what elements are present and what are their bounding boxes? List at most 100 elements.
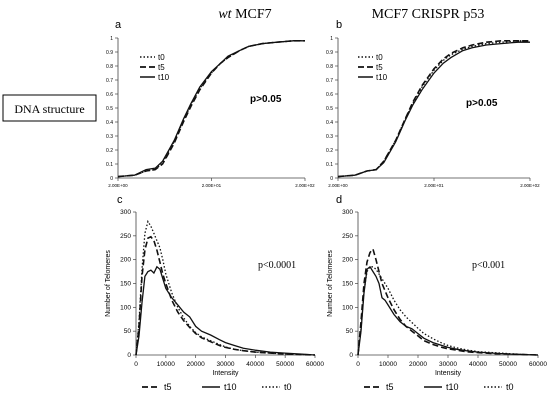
y-tick-label: 0 bbox=[127, 352, 131, 359]
series-line-t5 bbox=[135, 235, 316, 356]
y-tick-label: 50 bbox=[124, 328, 132, 335]
series-line-t0 bbox=[357, 266, 539, 356]
legend-label-t0: t0 bbox=[158, 53, 165, 62]
y-tick-label: 0.2 bbox=[106, 148, 113, 154]
y-tick-label: 150 bbox=[120, 281, 131, 288]
y-tick-label: 0 bbox=[110, 176, 113, 182]
y-axis-label: Number of Telomeres bbox=[327, 250, 334, 317]
x-tick-label: 50000 bbox=[276, 361, 294, 368]
y-tick-label: 300 bbox=[342, 209, 353, 216]
legend-label-t10: t10 bbox=[158, 73, 170, 82]
left-title-rest: MCF7 bbox=[232, 7, 272, 22]
series-line-t10 bbox=[135, 265, 316, 356]
series-line-t5 bbox=[117, 40, 305, 178]
series-line-t10 bbox=[117, 40, 305, 178]
y-tick-label: 0.3 bbox=[326, 134, 333, 140]
y-tick-label: 200 bbox=[120, 257, 131, 264]
y-tick-label: 0.9 bbox=[106, 50, 113, 56]
y-tick-label: 0.8 bbox=[326, 64, 333, 70]
legend-label-t0: t0 bbox=[376, 53, 383, 62]
y-tick-label: 0.7 bbox=[106, 78, 113, 84]
p-value-label: p>0.05 bbox=[466, 98, 498, 109]
x-tick-label: 30000 bbox=[439, 361, 457, 368]
x-axis-label: Intensity bbox=[212, 370, 239, 377]
panel-letter: c bbox=[117, 194, 123, 206]
y-tick-label: 0.3 bbox=[106, 134, 113, 140]
row-label-box bbox=[2, 94, 97, 122]
legend-label-t10: t10 bbox=[376, 73, 388, 82]
x-tick-label: 10000 bbox=[379, 361, 397, 368]
x-tick-label: 30000 bbox=[216, 361, 234, 368]
x-tick-label: 2.00E+02 bbox=[295, 183, 315, 188]
left-title-prefix: wt bbox=[218, 7, 232, 22]
series-line-t0 bbox=[135, 219, 316, 356]
y-tick-label: 100 bbox=[342, 304, 353, 311]
y-tick-label: 0.5 bbox=[106, 106, 113, 112]
y-tick-label: 0.5 bbox=[326, 106, 333, 112]
x-tick-label: 20000 bbox=[409, 361, 427, 368]
y-tick-label: 0.1 bbox=[106, 162, 113, 168]
y-tick-label: 50 bbox=[346, 328, 354, 335]
y-tick-label: 1 bbox=[330, 36, 333, 42]
legend-label-t5: t5 bbox=[164, 382, 172, 392]
y-tick-label: 150 bbox=[342, 281, 353, 288]
x-tick-label: 40000 bbox=[469, 361, 487, 368]
y-tick-label: 300 bbox=[120, 209, 131, 216]
series-line-t5 bbox=[337, 40, 530, 178]
panel-c: c 0 50 100 150 200 250 300 0 10000 20000 30000 40000… bbox=[105, 194, 324, 392]
x-tick-label: 40000 bbox=[246, 361, 264, 368]
x-tick-label: 20000 bbox=[187, 361, 205, 368]
x-tick-label: 0 bbox=[134, 361, 138, 368]
x-tick-label: 60000 bbox=[306, 361, 324, 368]
y-axis-label: Number of Telomeres bbox=[105, 250, 112, 317]
panel-letter: b bbox=[336, 19, 342, 31]
y-tick-label: 0 bbox=[330, 176, 333, 182]
legend-label-t0: t0 bbox=[284, 382, 292, 392]
x-tick-label: 2.00E+01 bbox=[202, 183, 222, 188]
x-tick-label: 10000 bbox=[157, 361, 175, 368]
y-tick-label: 250 bbox=[342, 233, 353, 240]
panel-letter: d bbox=[336, 194, 342, 206]
y-tick-label: 250 bbox=[120, 233, 131, 240]
p-value-label: p>0.05 bbox=[250, 94, 282, 105]
y-tick-label: 0.4 bbox=[326, 120, 333, 126]
legend-label-t10: t10 bbox=[224, 382, 237, 392]
legend-label-t5: t5 bbox=[386, 382, 394, 392]
right-column-title: MCF7 CRISPR p53 bbox=[372, 7, 485, 22]
x-axis-label: Intensity bbox=[435, 370, 462, 377]
panel-letter: a bbox=[115, 19, 122, 31]
y-tick-label: 0.1 bbox=[326, 162, 333, 168]
y-tick-label: 0.4 bbox=[106, 120, 113, 126]
y-tick-label: 0.7 bbox=[326, 78, 333, 84]
row-label: DNA structure bbox=[14, 102, 84, 116]
y-tick-label: 0.9 bbox=[326, 50, 333, 56]
series-line-t0 bbox=[117, 40, 305, 178]
y-tick-label: 0.8 bbox=[106, 64, 113, 70]
y-tick-label: 200 bbox=[342, 257, 353, 264]
left-column-title: wt MCF7 bbox=[218, 7, 271, 22]
y-tick-label: 0.6 bbox=[326, 92, 333, 98]
y-tick-label: 0 bbox=[349, 352, 353, 359]
panel-d: d 0 50 100 150 200 250 300 0 10000 20000 30000 40000… bbox=[327, 194, 547, 392]
series-line-t10 bbox=[337, 41, 530, 178]
x-tick-label: 2.00E+00 bbox=[328, 183, 348, 188]
x-tick-label: 2.00E+02 bbox=[520, 183, 540, 188]
panel-b: b 0 0.1 0.2 0.3 0.4 0.5 0.6 0.7 0.8 0.9 1 2.00E+00 2.… bbox=[326, 19, 540, 188]
y-tick-label: 0.2 bbox=[326, 148, 333, 154]
p-value-label: p<0.001 bbox=[472, 260, 505, 271]
legend-label-t5: t5 bbox=[158, 63, 165, 72]
legend-label-t5: t5 bbox=[376, 63, 383, 72]
legend-label-t10: t10 bbox=[446, 382, 459, 392]
x-tick-label: 2.00E+00 bbox=[108, 183, 128, 188]
p-value-label: p<0.0001 bbox=[258, 260, 296, 271]
x-tick-label: 60000 bbox=[529, 361, 547, 368]
y-tick-label: 1 bbox=[110, 36, 113, 42]
series-line-t0 bbox=[337, 40, 530, 178]
series-line-t10 bbox=[357, 265, 539, 356]
y-tick-label: 0.6 bbox=[106, 92, 113, 98]
x-tick-label: 50000 bbox=[499, 361, 517, 368]
legend-label-t0: t0 bbox=[506, 382, 514, 392]
x-tick-label: 2.00E+01 bbox=[424, 183, 444, 188]
panel-a: a 0 0.1 0.2 0.3 0.4 0.5 0.6 0.7 0.8 0.9 1 2.00E+00 2.… bbox=[106, 19, 315, 188]
